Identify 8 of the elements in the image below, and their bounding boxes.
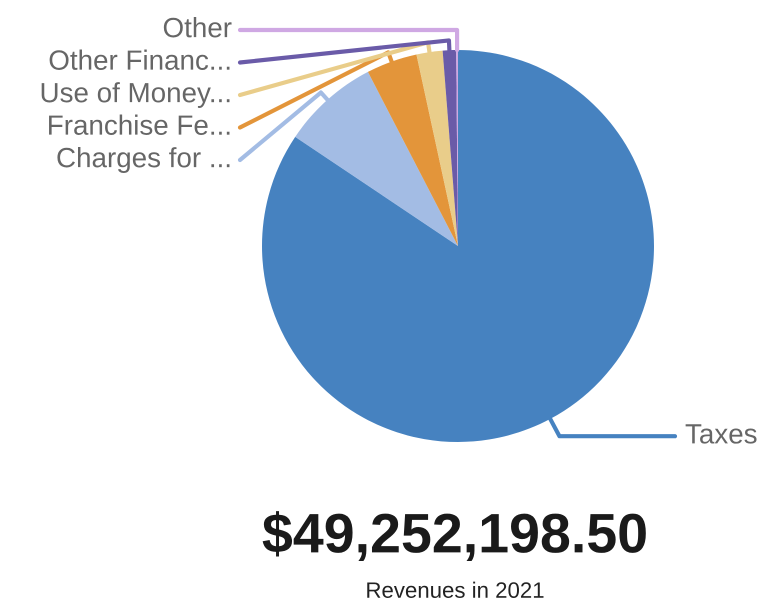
slice-label: Use of Money... [42, 82, 230, 108]
slice-label: Taxes [686, 424, 757, 444]
text: $49,252,198.50 [262, 511, 646, 561]
slice-label: Other Financ... [50, 50, 230, 70]
slice-label: Other [164, 17, 232, 38]
slice-label: Charges for ... [57, 147, 230, 173]
slice-label: Franchise Fe... [49, 114, 230, 135]
text: Revenues in 2021 [367, 582, 544, 598]
